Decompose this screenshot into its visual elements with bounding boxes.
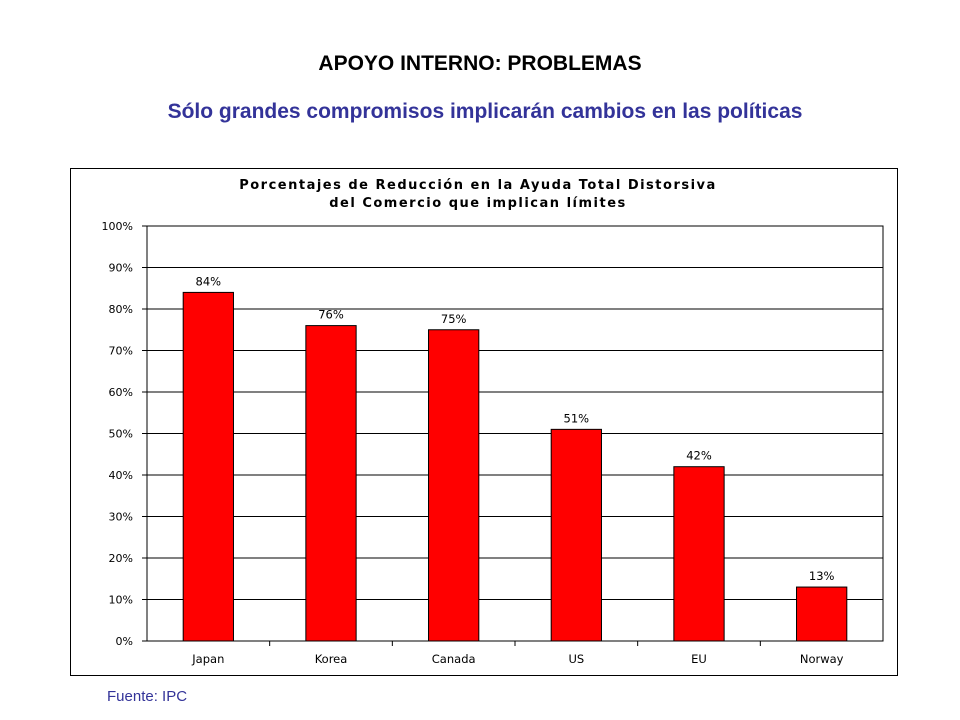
- chart-title-line-1: Porcentajes de Reducción en la Ayuda Tot…: [239, 178, 717, 193]
- bar: [550, 428, 602, 642]
- bar: [182, 291, 234, 642]
- x-tick-label: Canada: [432, 652, 476, 666]
- x-tick-label: Korea: [315, 652, 348, 666]
- bar: [305, 325, 357, 642]
- y-tick-label: 80%: [109, 303, 133, 316]
- data-label: 75%: [441, 312, 467, 326]
- data-label: 51%: [564, 411, 590, 425]
- slide-subtitle: Sólo grandes compromisos implicarán camb…: [167, 100, 803, 123]
- data-label: 42%: [686, 449, 712, 463]
- y-tick-label: 20%: [109, 552, 133, 565]
- y-tick-label: 0%: [116, 635, 133, 648]
- bar: [428, 329, 480, 642]
- slide-title: APOYO INTERNO: PROBLEMAS: [318, 52, 642, 75]
- bar: [673, 466, 725, 642]
- y-tick-label: 40%: [109, 469, 133, 482]
- y-tick-label: 10%: [109, 594, 133, 607]
- y-tick-label: 30%: [109, 511, 133, 524]
- x-tick-label: EU: [691, 652, 707, 666]
- y-tick-label: 100%: [102, 220, 133, 233]
- chart-title-line-2: del Comercio que implican límites: [329, 196, 627, 211]
- y-tick-label: 60%: [109, 386, 133, 399]
- source-note: Fuente: IPC: [107, 688, 188, 705]
- y-tick-label: 90%: [109, 262, 133, 275]
- data-label: 13%: [809, 569, 835, 583]
- y-tick-label: 70%: [109, 345, 133, 358]
- x-tick-label: Japan: [191, 652, 224, 666]
- data-label: 84%: [196, 274, 222, 288]
- y-tick-label: 50%: [109, 428, 133, 441]
- data-label: 76%: [318, 308, 344, 322]
- plot-area: 0% 10% 20% 30% 40% 50% 60% 70% 80% 90% 100% 84% Japa…: [102, 220, 884, 666]
- x-tick-label: Norway: [800, 652, 844, 666]
- bar-chart: Porcentajes de Reducción en la Ayuda Tot…: [102, 178, 884, 666]
- chart-frame: Porcentajes de Reducción en la Ayuda Tot…: [70, 168, 898, 676]
- bar: [796, 586, 848, 642]
- x-tick-label: US: [568, 652, 584, 666]
